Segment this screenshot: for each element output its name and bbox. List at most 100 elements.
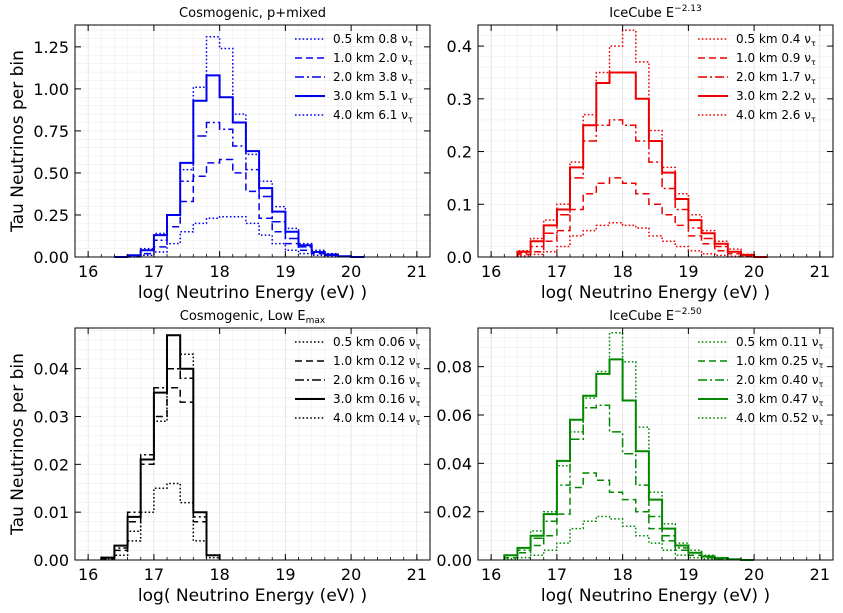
y-tick-label: 0.06 [436,406,472,425]
legend-label-4: 3.0 km 2.2 ντ [736,89,816,105]
histogram-series-3 [516,119,768,258]
x-tick-label: 21 [407,565,427,584]
legend-label-3: 2.0 km 0.40 ντ [736,373,824,389]
legend-label-5: 4.0 km 2.6 ντ [736,108,816,124]
legend-label-1: 0.5 km 0.8 ντ [333,32,413,48]
x-tick-label: 20 [744,262,764,281]
x-axis-label: log( Neutrino Energy (eV) ) [541,586,770,606]
histogram-series-1 [516,221,768,258]
y-tick-label: 0.01 [33,503,69,522]
legend-label-3: 2.0 km 3.8 ντ [333,70,413,86]
x-tick-label: 17 [547,565,567,584]
y-axis-label: Tau Neutrinos per bin [8,353,28,536]
x-tick-label: 20 [744,565,764,584]
legend-label-1: 0.5 km 0.4 ντ [736,32,816,48]
x-axis-label: log( Neutrino Energy (eV) ) [138,586,367,606]
legend-label-4: 3.0 km 0.16 ντ [333,392,421,408]
chart-title: Cosmogenic, p+mixed [179,6,326,21]
chart-panel-4: 16 17 18 19 20 21 0.00 0.02 0.04 0.06 0.08 log( Neu… [436,307,834,606]
y-tick-label: 0.75 [33,122,69,141]
y-tick-label: 0.1 [447,195,472,214]
y-tick-label: 0.0 [447,248,472,267]
y-tick-label: 0.08 [436,358,472,377]
legend-label-1: 0.5 km 0.06 ντ [333,335,421,351]
y-tick-label: 0.03 [33,407,69,426]
y-tick-label: 0.00 [436,551,472,570]
histogram-series-2 [114,158,365,258]
legend-label-4: 3.0 km 5.1 ντ [333,89,413,105]
x-tick-label: 16 [78,262,98,281]
y-tick-label: 0.3 [447,90,472,109]
legend-label-5: 4.0 km 0.14 ντ [333,411,421,427]
histogram-series-4 [100,334,221,560]
chart-panel-3: 16 17 18 19 20 21 0.00 0.01 0.02 0.03 0.04 log( Neu… [8,309,431,606]
x-tick-label: 20 [341,262,361,281]
y-tick-label: 0.04 [33,360,69,379]
legend-label-5: 4.0 km 6.1 ντ [333,108,413,124]
histogram-series-2 [516,177,768,258]
y-tick-label: 0.00 [33,551,69,570]
x-axis-label: log( Neutrino Energy (eV) ) [138,283,367,303]
legend-label-2: 1.0 km 0.9 ντ [736,51,816,67]
x-tick-label: 17 [144,262,164,281]
x-tick-label: 18 [209,565,229,584]
y-tick-label: 0.25 [33,206,69,225]
axes-frame [477,327,834,561]
histogram-series-2 [503,472,755,561]
histogram-series-4 [114,74,365,258]
x-tick-label: 18 [209,262,229,281]
x-tick-label: 21 [810,565,830,584]
histogram-series-5 [100,334,221,560]
x-tick-label: 16 [481,262,501,281]
chart-title: IceCube E−2.50 [609,307,702,324]
histogram-series-4 [503,358,755,561]
y-tick-label: 0.02 [436,503,472,522]
legend-label-5: 4.0 km 0.52 ντ [736,411,824,427]
axes-frame [477,24,834,258]
legend-label-3: 2.0 km 0.16 ντ [333,373,421,389]
y-tick-label: 0.50 [33,164,69,183]
chart-title: IceCube E−2.13 [609,4,702,21]
y-tick-label: 0.02 [33,455,69,474]
x-tick-label: 18 [612,262,632,281]
histogram-series-5 [516,29,768,258]
histogram-series-5 [114,36,365,258]
y-tick-label: 1.00 [33,80,69,99]
axes-frame [74,24,431,258]
legend-label-2: 1.0 km 0.12 ντ [333,354,421,370]
y-tick-label: 0.2 [447,143,472,162]
x-tick-label: 19 [275,565,295,584]
y-tick-label: 0.04 [436,454,472,473]
histogram-series-4 [516,71,768,258]
legend-label-2: 1.0 km 0.25 ντ [736,354,824,370]
histogram-series-3 [100,367,221,560]
x-tick-label: 16 [78,565,98,584]
x-tick-label: 17 [144,565,164,584]
x-tick-label: 19 [678,565,698,584]
y-tick-label: 1.25 [33,38,69,57]
x-tick-label: 19 [275,262,295,281]
x-tick-label: 19 [678,262,698,281]
chart-panel-2: 16 17 18 19 20 21 0.0 0.1 0.2 0.3 0.4 log( Neutrino… [447,4,834,303]
legend-label-2: 1.0 km 2.0 ντ [333,51,413,67]
axes-frame [74,327,431,561]
x-axis-label: log( Neutrino Energy (eV) ) [541,283,770,303]
y-tick-label: 0.00 [33,248,69,267]
x-tick-label: 21 [810,262,830,281]
histogram-series-2 [100,387,221,560]
x-tick-label: 21 [407,262,427,281]
x-tick-label: 17 [547,262,567,281]
chart-panel-1: 16 17 18 19 20 21 0.00 0.25 0.50 0.75 1.00 1.25 log(… [8,6,431,303]
chart-title: Cosmogenic, Low Emax [180,309,326,326]
legend-label-3: 2.0 km 1.7 ντ [736,70,816,86]
x-tick-label: 18 [612,565,632,584]
x-tick-label: 16 [481,565,501,584]
legend-label-4: 3.0 km 0.47 ντ [736,392,824,408]
histogram-series-1 [100,482,221,560]
legend-label-1: 0.5 km 0.11 ντ [736,335,824,351]
y-tick-label: 0.4 [447,37,472,56]
histogram-series-1 [503,515,755,561]
y-axis-label: Tau Neutrinos per bin [8,50,28,233]
x-tick-label: 20 [341,565,361,584]
